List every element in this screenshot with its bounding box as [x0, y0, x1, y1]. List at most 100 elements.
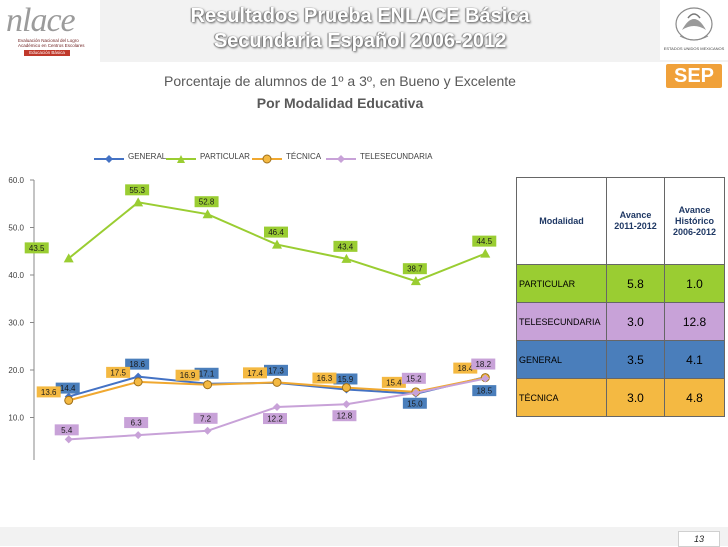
- row-telesecundaria-avance: 3.0: [606, 302, 665, 341]
- data-label: 43.5: [29, 244, 45, 253]
- data-label: 16.9: [180, 371, 196, 380]
- data-label-bg: [472, 385, 497, 397]
- legend-label-telesecundaria: TELESECUNDARIA: [360, 152, 433, 161]
- chart-subtitle: Porcentaje de alumnos de 1º a 3º, en Bue…: [164, 73, 516, 89]
- row-telesecundaria-historico: 12.8: [664, 302, 725, 341]
- data-label: 15.2: [406, 374, 422, 383]
- row-particular-avance: 5.8: [606, 264, 665, 303]
- data-point: [134, 431, 143, 440]
- data-point: [64, 435, 73, 444]
- legend-tecnica-marker: [252, 154, 282, 164]
- row-tecnica-label: TÉCNICA: [516, 378, 607, 417]
- data-label-bg: [401, 372, 426, 384]
- crest-caption: ESTADOS UNIDOS MEXICANOS: [663, 46, 725, 51]
- title-line-2: Secundaria Español 2006-2012: [213, 30, 507, 52]
- footer-band: [0, 527, 728, 546]
- data-point: [203, 380, 213, 390]
- y-tick-label: 50.0: [8, 224, 24, 233]
- logo-subtitle: Evaluación Nacional del Logro Académico …: [18, 38, 85, 48]
- data-point: [272, 239, 282, 249]
- data-label-bg: [333, 373, 358, 385]
- data-label-bg: [24, 242, 49, 254]
- legend-particular-marker: [166, 155, 196, 163]
- data-point: [203, 426, 212, 435]
- data-label-bg: [193, 412, 218, 424]
- data-label-bg: [333, 240, 358, 252]
- data-label-bg: [194, 367, 219, 379]
- data-label-bg: [471, 358, 496, 370]
- data-label: 55.3: [129, 186, 145, 195]
- logo-badge: Educación Básica: [24, 50, 70, 56]
- row-particular-label: PARTICULAR: [516, 264, 607, 303]
- data-label: 38.7: [407, 265, 423, 274]
- data-point: [410, 276, 421, 286]
- data-label-bg: [402, 263, 427, 275]
- data-label: 18.4: [457, 364, 473, 373]
- data-label: 6.3: [131, 419, 143, 428]
- data-point: [480, 248, 491, 258]
- row-tecnica-historico: 4.8: [664, 378, 725, 417]
- data-label-bg: [264, 364, 288, 376]
- data-label: 15.9: [338, 375, 354, 384]
- data-label: 13.6: [41, 388, 57, 397]
- table-row: PARTICULAR 5.8 1.0: [516, 264, 725, 303]
- line-chart: 0.010.020.030.040.050.060.02006200720082…: [8, 176, 497, 460]
- data-label-bg: [106, 366, 131, 378]
- data-point: [411, 388, 420, 397]
- data-label: 7.2: [200, 414, 212, 423]
- data-label: 12.8: [337, 412, 353, 421]
- data-label-bg: [194, 196, 219, 208]
- data-label-bg: [175, 369, 200, 381]
- data-label-bg: [472, 235, 497, 247]
- row-tecnica-avance: 3.0: [606, 378, 665, 417]
- data-label: 15.0: [407, 399, 423, 408]
- table-row: TELESECUNDARIA 3.0 12.8: [516, 302, 725, 341]
- data-label-bg: [381, 376, 406, 388]
- row-general-avance: 3.5: [606, 340, 665, 379]
- table-row: TÉCNICA 3.0 4.8: [516, 378, 725, 417]
- data-label: 17.5: [110, 368, 126, 377]
- data-label: 17.4: [247, 369, 263, 378]
- data-point: [63, 253, 74, 263]
- row-general-label: GENERAL: [516, 340, 607, 379]
- data-label-bg: [243, 367, 267, 379]
- data-label: 17.1: [199, 369, 215, 378]
- row-general-historico: 4.1: [664, 340, 725, 379]
- legend-label-particular: PARTICULAR: [200, 152, 250, 161]
- y-tick-label: 60.0: [8, 176, 24, 185]
- table-row: GENERAL 3.5 4.1: [516, 340, 725, 379]
- data-label-bg: [36, 386, 61, 398]
- data-label: 18.2: [475, 360, 491, 369]
- data-label-bg: [332, 410, 357, 422]
- data-label-bg: [55, 382, 80, 394]
- legend-label-tecnica: TÉCNICA: [286, 152, 322, 161]
- legend-label-general: GENERAL: [128, 152, 167, 161]
- data-label: 52.8: [199, 198, 215, 207]
- header-band: [0, 0, 728, 62]
- page-number: 13: [678, 531, 720, 547]
- data-label: 15.4: [386, 378, 402, 387]
- data-label: 44.5: [476, 237, 492, 246]
- data-label-bg: [453, 362, 478, 374]
- data-label: 5.4: [61, 426, 73, 435]
- data-label-bg: [312, 372, 337, 384]
- data-point: [64, 395, 74, 405]
- data-point: [133, 377, 143, 387]
- page-title: Resultados Prueba ENLACE Básica Secundar…: [120, 4, 600, 54]
- data-point: [342, 400, 351, 409]
- header-avance: Avance 2011-2012: [606, 177, 665, 265]
- chart-subtitle-bold: Por Modalidad Educativa: [256, 95, 424, 111]
- table-header-row: Modalidad Avance 2011-2012 Avance Histór…: [516, 177, 725, 265]
- enlace-logo: nlace Evaluación Nacional del Logro Acad…: [0, 0, 100, 62]
- data-label: 12.2: [267, 415, 283, 424]
- data-label-bg: [125, 184, 150, 196]
- data-label-bg: [263, 413, 287, 425]
- title-line-1: Resultados Prueba ENLACE Básica: [190, 5, 530, 27]
- national-crest: ESTADOS UNIDOS MEXICANOS: [660, 0, 728, 60]
- data-label: 18.6: [129, 360, 145, 369]
- data-label: 16.3: [317, 374, 333, 383]
- logo-wordmark: nlace: [6, 2, 76, 39]
- data-label: 46.4: [268, 228, 284, 237]
- y-tick-label: 10.0: [8, 414, 24, 423]
- data-label-bg: [124, 417, 149, 429]
